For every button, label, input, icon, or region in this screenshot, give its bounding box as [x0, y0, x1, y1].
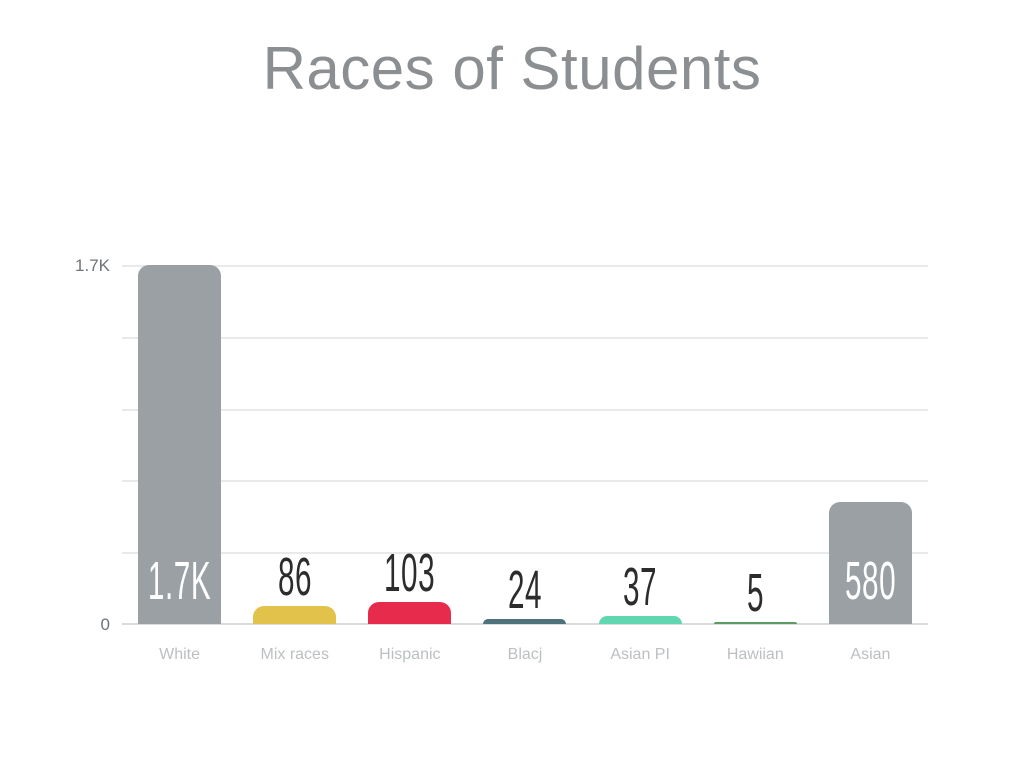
bar-value-label: 5 — [746, 563, 764, 623]
plot-area: 1.7K White 86 Mix races 103 Hispanic 24 … — [122, 265, 928, 663]
bar — [483, 618, 567, 624]
gridline — [122, 552, 928, 555]
bar-slot: 37 Asian PI — [583, 265, 698, 663]
category-label: Hawiian — [726, 646, 784, 663]
bar — [138, 265, 222, 624]
gridline — [122, 265, 928, 267]
bar-value-label: 24 — [507, 559, 543, 620]
gridline — [122, 480, 928, 483]
bar — [828, 501, 912, 624]
bar-value-label: 86 — [277, 546, 312, 607]
bar — [368, 602, 452, 624]
bar-slot: 5 Hawiian — [698, 265, 813, 663]
bar-slot: 103 Hispanic — [352, 265, 467, 663]
category-label: Asian PI — [610, 646, 670, 663]
bar — [253, 605, 337, 624]
bar — [598, 616, 682, 624]
x-axis-line — [122, 623, 928, 625]
bar-value-label: 580 — [844, 551, 897, 611]
bar-value-label: 103 — [384, 543, 436, 604]
category-label: Mix races — [260, 646, 329, 663]
chart-title: Races of Students — [262, 35, 762, 102]
y-axis-tick-max: 1.7K — [75, 256, 110, 275]
bar-slot: 86 Mix races — [237, 265, 352, 663]
gridline — [122, 336, 928, 339]
category-label: White — [159, 646, 201, 663]
bar-value-label: 37 — [623, 557, 658, 618]
bar-slot: 24 Blacj — [467, 265, 582, 663]
gridline — [122, 408, 928, 411]
bar-value-label: 1.7K — [147, 551, 212, 611]
category-label: Blacj — [507, 646, 543, 663]
bar-slot: 580 Asian — [813, 265, 928, 663]
bar — [713, 622, 797, 624]
category-label: Asian — [850, 646, 891, 663]
y-axis-tick-zero: 0 — [100, 615, 110, 634]
bar-series: 1.7K White 86 Mix races 103 Hispanic 24 … — [122, 265, 928, 663]
bar-slot: 1.7K White — [122, 265, 237, 663]
category-label: Hispanic — [379, 646, 441, 663]
